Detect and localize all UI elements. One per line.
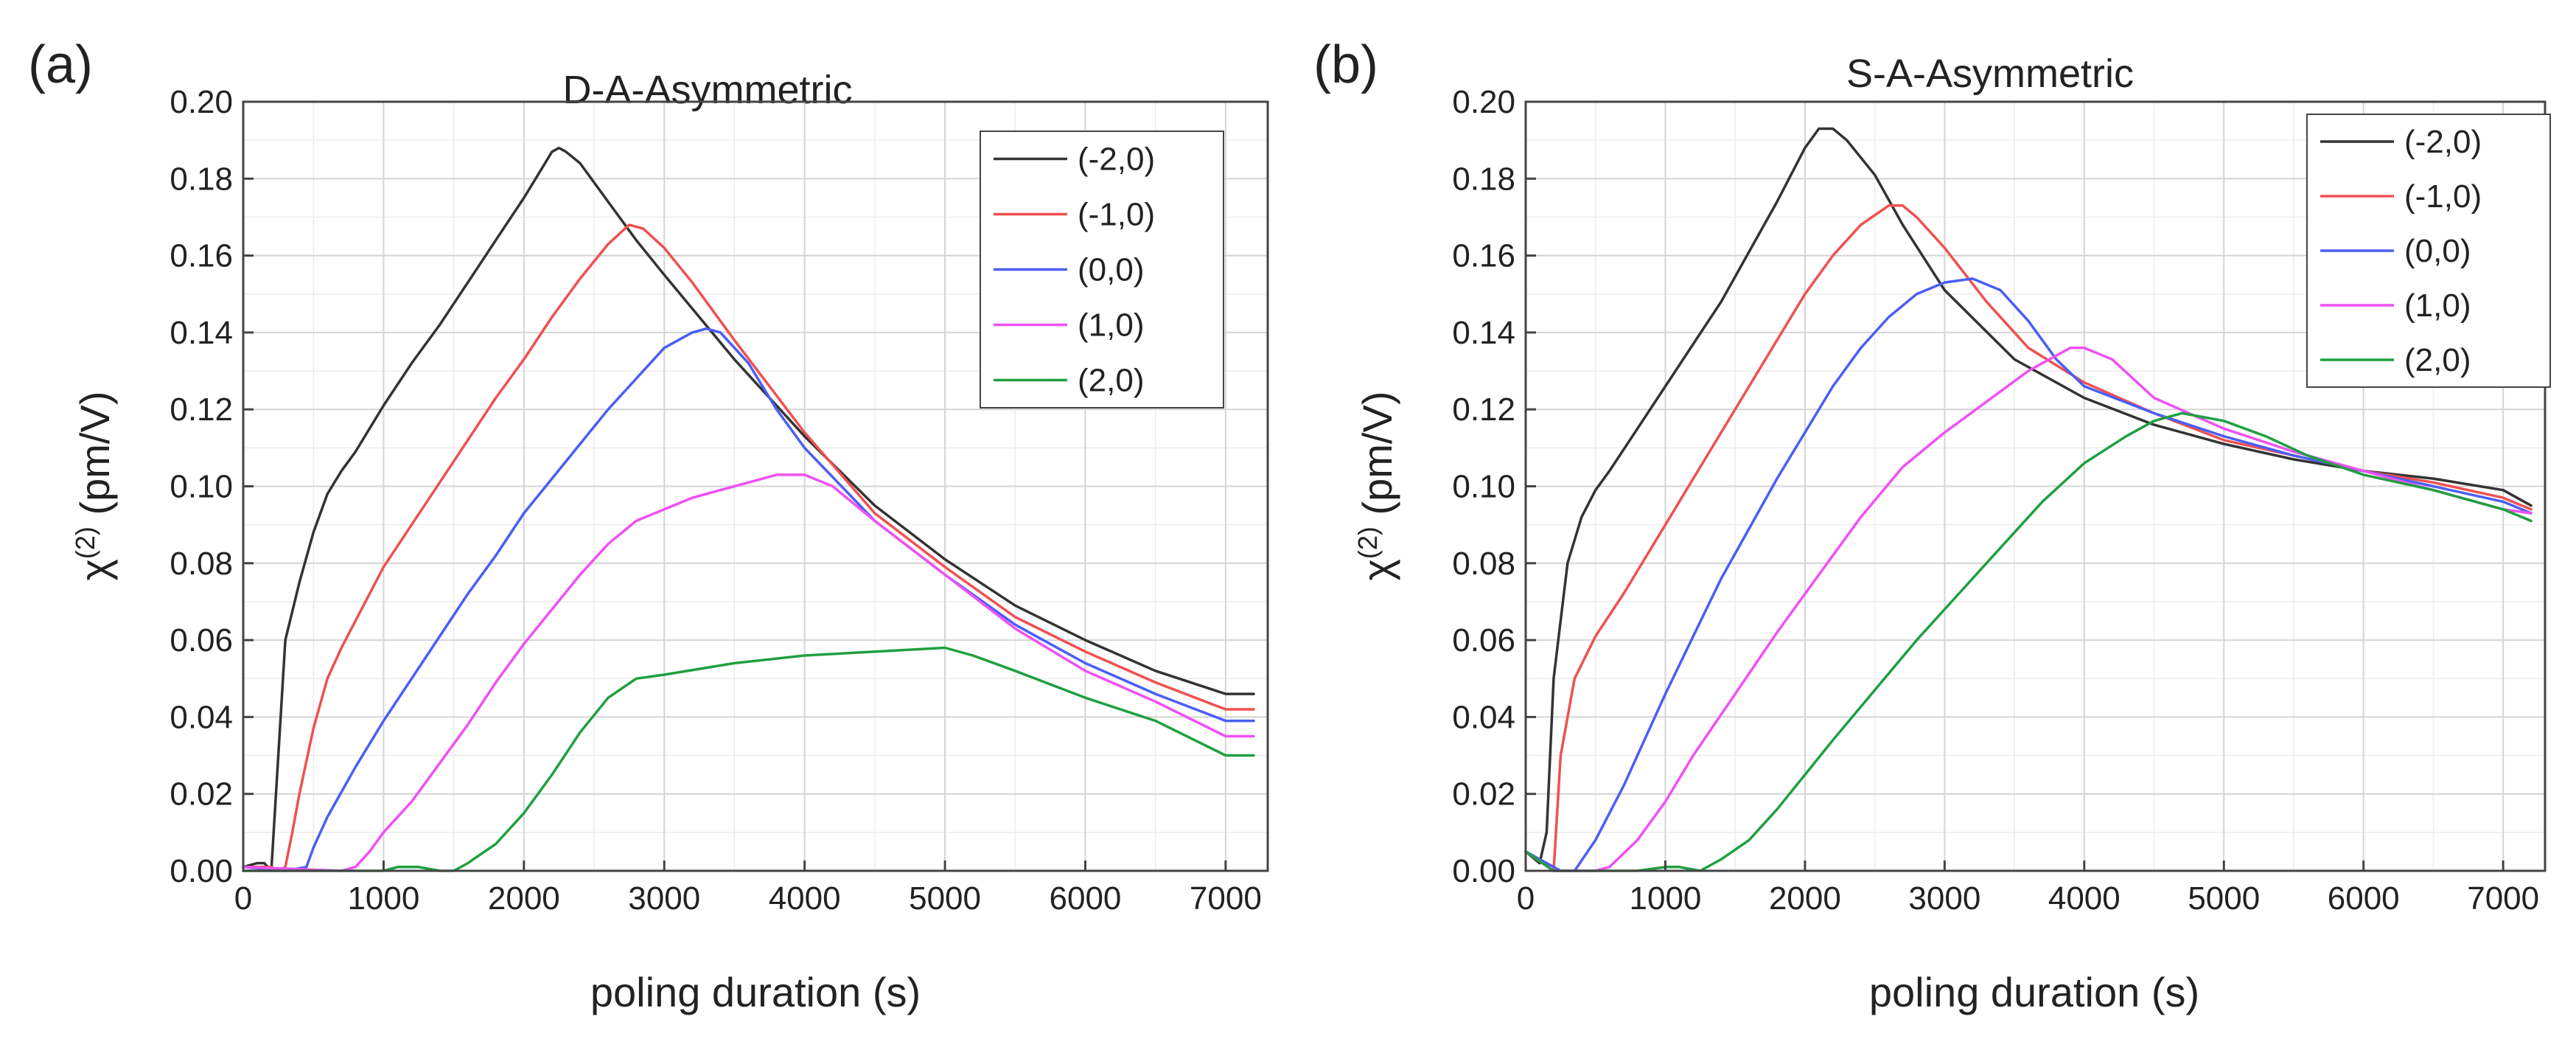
y-tick-label: 0.04 <box>1452 699 1515 735</box>
x-tick-label: 7000 <box>2467 880 2539 917</box>
series-line-_-2_0_ <box>242 146 1255 872</box>
x-tick-label: 3000 <box>628 880 700 917</box>
y-tick-label: 0.18 <box>170 161 233 197</box>
y-tick-label: 0.14 <box>170 315 233 351</box>
y-tick-label: 0.10 <box>170 469 233 505</box>
y-tick-label: 0.10 <box>1452 469 1515 505</box>
legend-entry: (-1,0) <box>1078 197 1155 233</box>
y-tick-label: 0.16 <box>1452 238 1515 274</box>
x-tick-label: 4000 <box>769 880 841 917</box>
x-tick-label: 2000 <box>488 880 560 917</box>
panel-label: (a) <box>28 35 93 94</box>
legend-entry: (-1,0) <box>2404 178 2482 215</box>
y-tick-label: 0.02 <box>1452 776 1515 813</box>
y-tick-label: 0.12 <box>170 392 233 428</box>
series-layer <box>242 146 1255 872</box>
x-axis-label: poling duration (s) <box>1869 969 2199 1015</box>
x-tick-label: 1000 <box>347 880 419 917</box>
y-tick-label: 0.02 <box>170 776 233 813</box>
y-axis-label: χ(2) (pm/V) <box>70 392 118 581</box>
y-tick-label: 0.00 <box>170 853 233 889</box>
y-tick-label: 0.12 <box>1452 392 1515 428</box>
series-line-_-2_0_ <box>1524 127 2533 865</box>
legend-entry: (0,0) <box>1078 252 1144 288</box>
chart-panel-a: (a) D-A-Asymmetric 0 1000 2000 3000 4000 5000… <box>28 35 1269 1015</box>
y-tick-label: 0.18 <box>1452 161 1515 197</box>
y-axis-label: χ(2) (pm/V) <box>1352 392 1400 581</box>
x-tick-label: 0 <box>1517 880 1535 917</box>
x-tick-label: 2000 <box>1769 880 1841 917</box>
x-tick-label: 5000 <box>2188 880 2260 917</box>
x-tick-label: 4000 <box>2048 880 2121 917</box>
series-line-_-1_0_ <box>1524 204 2533 872</box>
series-layer <box>1524 127 2533 872</box>
legend-entry: (2,0) <box>1078 363 1144 399</box>
y-tick-label: 0.20 <box>170 84 233 120</box>
chart-panel-b: (b) S-A-Asymmetric 0 1000 2000 3000 4000 5000… <box>1313 35 2551 1015</box>
legend-entry: (1,0) <box>1078 307 1144 344</box>
tick-layer: 0 1000 2000 3000 4000 5000 6000 7000 0.00 0.02 0.0… <box>1452 84 2539 917</box>
panel-label: (b) <box>1313 35 1378 94</box>
y-tick-label: 0.08 <box>170 546 233 582</box>
series-line-_1_0_ <box>242 473 1255 872</box>
y-tick-label: 0.16 <box>170 238 233 274</box>
series-line-_1_0_ <box>1524 347 2533 872</box>
y-tick-label: 0.08 <box>1452 546 1515 582</box>
x-tick-label: 3000 <box>1908 880 1980 917</box>
x-tick-label: 0 <box>234 880 252 917</box>
series-line-_2_0_ <box>242 646 1255 872</box>
x-tick-label: 7000 <box>1190 880 1262 917</box>
legend-entry: (1,0) <box>2404 288 2471 324</box>
y-tick-label: 0.20 <box>1452 84 1515 120</box>
y-tick-label: 0.14 <box>1452 315 1515 351</box>
y-tick-label: 0.00 <box>1452 853 1515 889</box>
x-tick-label: 6000 <box>2328 880 2400 917</box>
x-tick-label: 1000 <box>1630 880 1702 917</box>
legend: (-2,0) (-1,0) (0,0) (1,0) (2,0) <box>980 131 1224 408</box>
x-tick-label: 5000 <box>909 880 981 917</box>
legend-entry: (0,0) <box>2404 233 2471 269</box>
legend: (-2,0) (-1,0) (0,0) (1,0) (2,0) <box>2306 114 2551 388</box>
x-tick-label: 6000 <box>1050 880 1122 917</box>
legend-entry: (2,0) <box>2404 342 2471 378</box>
y-tick-label: 0.06 <box>170 622 233 658</box>
x-axis-label: poling duration (s) <box>590 969 921 1015</box>
y-tick-label: 0.04 <box>170 699 233 735</box>
legend-entry: (-2,0) <box>2404 124 2482 160</box>
y-tick-label: 0.06 <box>1452 622 1515 658</box>
legend-entry: (-2,0) <box>1078 142 1155 178</box>
chart-title: D-A-Asymmetric <box>563 68 853 112</box>
chart-title: S-A-Asymmetric <box>1846 52 2134 96</box>
tick-layer: 0 1000 2000 3000 4000 5000 6000 7000 0.00 0.02 0.0… <box>170 84 1261 917</box>
series-line-_2_0_ <box>1524 411 2533 872</box>
series-line-_-1_0_ <box>242 223 1255 872</box>
series-line-_0_0_ <box>1524 277 2533 872</box>
